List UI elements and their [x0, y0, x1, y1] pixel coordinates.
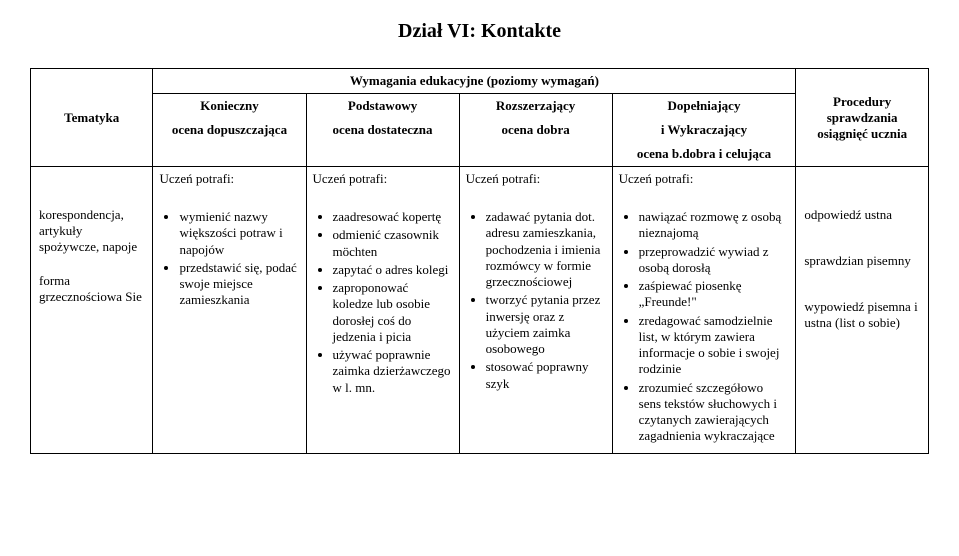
header-blank2	[306, 142, 459, 167]
list-item: zaadresować kopertę	[333, 209, 451, 225]
header-ocena-bdobra: ocena b.dobra i celująca	[612, 142, 796, 167]
list-item: zaśpiewać piosenkę „Freunde!"	[639, 278, 788, 311]
list-dopelniajacy: nawiązać rozmowę z osobą nieznajomą prze…	[621, 209, 788, 445]
list-item: zredagować samodzielnie list, w którym z…	[639, 313, 788, 378]
list-konieczny: wymienić nazwy większości potraw i napoj…	[161, 209, 297, 309]
proc-3: wypowiedź pisemna i ustna (list o sobie)	[804, 299, 920, 331]
header-podstawowy: Podstawowy	[306, 94, 459, 119]
list-item: nawiązać rozmowę z osobą nieznajomą	[639, 209, 788, 242]
theme-line2: forma grzecznościowa Sie	[39, 273, 144, 305]
proc-empty-top	[796, 167, 929, 192]
header-konieczny: Konieczny	[153, 94, 306, 119]
list-item: używać poprawnie zaimka dzierżawczego w …	[333, 347, 451, 396]
list-item: zaproponować koledze lub osobie dorosłej…	[333, 280, 451, 345]
list-item: przeprowadzić wywiad z osobą dorosłą	[639, 244, 788, 277]
col-rozszerzajacy: zadawać pytania dot. adresu zamieszkania…	[459, 191, 612, 453]
header-ocena-dobra: ocena dobra	[459, 118, 612, 142]
header-blank3	[459, 142, 612, 167]
col-dopelniajacy: nawiązać rozmowę z osobą nieznajomą prze…	[612, 191, 796, 453]
header-dopelniajacy: Dopełniający	[612, 94, 796, 119]
uczen-potrafi-3: Uczeń potrafi:	[459, 167, 612, 192]
list-item: zapytać o adres kolegi	[333, 262, 451, 278]
theme-line1: korespondencja, artykuły spożywcze, napo…	[39, 207, 144, 255]
theme-cell: korespondencja, artykuły spożywcze, napo…	[31, 191, 153, 453]
header-blank1	[153, 142, 306, 167]
list-rozszerzajacy: zadawać pytania dot. adresu zamieszkania…	[468, 209, 604, 392]
header-ocena-dostateczna: ocena dostateczna	[306, 118, 459, 142]
main-table: Tematyka Wymagania edukacyjne (poziomy w…	[30, 68, 929, 454]
list-item: wymienić nazwy większości potraw i napoj…	[179, 209, 297, 258]
list-podstawowy: zaadresować kopertę odmienić czasownik m…	[315, 209, 451, 396]
col-procedury: odpowiedź ustna sprawdzian pisemny wypow…	[796, 191, 929, 453]
list-item: stosować poprawny szyk	[486, 359, 604, 392]
uczen-potrafi-4: Uczeń potrafi:	[612, 167, 796, 192]
header-procedury: Procedury sprawdzania osiągnięć ucznia	[796, 69, 929, 167]
col-podstawowy: zaadresować kopertę odmienić czasownik m…	[306, 191, 459, 453]
proc-1: odpowiedź ustna	[804, 207, 920, 223]
list-item: zadawać pytania dot. adresu zamieszkania…	[486, 209, 604, 290]
col-konieczny: wymienić nazwy większości potraw i napoj…	[153, 191, 306, 453]
header-i-wykraczajacy: i Wykraczający	[612, 118, 796, 142]
list-item: zrozumieć szczegółowo sens tekstów słuch…	[639, 380, 788, 445]
header-wymagania: Wymagania edukacyjne (poziomy wymagań)	[153, 69, 796, 94]
uczen-potrafi-2: Uczeń potrafi:	[306, 167, 459, 192]
theme-empty-top	[31, 167, 153, 192]
list-item: przedstawić się, podać swoje miejsce zam…	[179, 260, 297, 309]
header-rozszerzajacy: Rozszerzający	[459, 94, 612, 119]
header-ocena-dopuszczajaca: ocena dopuszczająca	[153, 118, 306, 142]
page-title: Dział VI: Kontakte	[30, 20, 929, 43]
header-tematyka: Tematyka	[31, 69, 153, 167]
list-item: odmienić czasownik möchten	[333, 227, 451, 260]
uczen-potrafi-1: Uczeń potrafi:	[153, 167, 306, 192]
proc-2: sprawdzian pisemny	[804, 253, 920, 269]
list-item: tworzyć pytania przez inwersję oraz z uż…	[486, 292, 604, 357]
